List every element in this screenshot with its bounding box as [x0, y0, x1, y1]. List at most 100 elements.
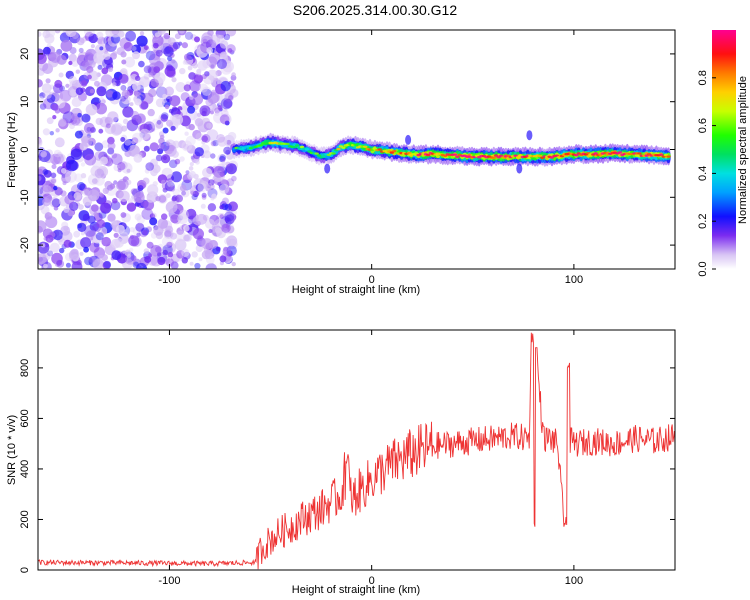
noise-blob	[225, 163, 237, 175]
noise-blob	[197, 71, 201, 76]
ridge-cell	[326, 153, 331, 157]
noise-blob	[93, 211, 98, 217]
noise-blob	[224, 120, 230, 126]
noise-blob	[107, 142, 116, 150]
noise-blob	[219, 255, 227, 263]
noise-blob	[131, 46, 137, 51]
noise-blob	[78, 47, 84, 53]
noise-blob	[229, 88, 239, 98]
noise-blob	[154, 32, 160, 38]
noise-blob	[125, 30, 136, 42]
noise-blob	[159, 134, 165, 140]
ridge-cell	[426, 153, 431, 157]
noise-blob	[181, 42, 188, 49]
spectrogram-x-label: Height of straight line (km)	[292, 284, 420, 296]
noise-blob	[42, 169, 49, 175]
noise-blob	[170, 125, 176, 131]
y-tick-label: 800	[19, 359, 31, 377]
noise-blob	[171, 77, 177, 83]
noise-blob	[181, 190, 187, 196]
noise-blob	[194, 36, 200, 43]
noise-blob	[88, 33, 98, 44]
noise-blob	[90, 44, 95, 49]
ridge-spike	[516, 163, 523, 174]
noise-blob	[145, 162, 154, 171]
noise-blob	[98, 97, 105, 103]
noise-blob	[42, 185, 52, 195]
spectrogram-y-label: Frequency (Hz)	[6, 112, 18, 188]
noise-blob	[222, 247, 232, 256]
noise-blob	[38, 31, 42, 37]
noise-blob	[75, 69, 81, 74]
noise-blob	[187, 105, 196, 114]
noise-blob	[221, 223, 231, 233]
noise-blob	[171, 171, 182, 183]
ridge-cell	[321, 155, 327, 158]
noise-blob	[185, 208, 197, 220]
colorbar-tick-label: 0.0	[697, 261, 709, 276]
noise-blob	[96, 219, 106, 229]
noise-blob	[162, 127, 169, 134]
noise-blob	[227, 48, 233, 53]
noise-blob	[226, 30, 237, 37]
noise-blob	[53, 205, 59, 211]
noise-blob	[40, 150, 47, 158]
noise-blob	[149, 142, 159, 152]
x-tick-label: 100	[565, 274, 583, 286]
x-tick-label: 0	[369, 274, 375, 286]
noise-blob	[139, 31, 145, 36]
noise-blob	[192, 129, 202, 140]
noise-blob	[192, 215, 202, 226]
ridge-cell	[515, 156, 521, 159]
noise-blob	[84, 153, 97, 166]
noise-blob	[49, 131, 54, 136]
noise-blob	[38, 168, 44, 175]
noise-blob	[219, 154, 227, 161]
noise-blob	[117, 162, 126, 171]
noise-blob	[209, 34, 221, 45]
noise-blob	[89, 242, 100, 253]
noise-blob	[83, 122, 95, 134]
noise-blob	[168, 108, 174, 114]
noise-blob	[59, 247, 65, 254]
noise-blob	[188, 215, 197, 224]
noise-blob	[85, 103, 98, 116]
noise-blob	[63, 239, 72, 248]
ridge-cell	[341, 146, 346, 149]
noise-blob	[62, 231, 73, 242]
noise-blob	[137, 185, 144, 191]
ridge-cell	[537, 154, 543, 158]
noise-blob	[199, 105, 211, 117]
noise-blob	[56, 260, 65, 268]
noise-blob	[206, 47, 213, 54]
noise-blob	[120, 51, 127, 58]
noise-blob	[147, 108, 155, 117]
noise-blob	[71, 31, 79, 40]
y-tick-label: -20	[19, 237, 31, 253]
noise-blob	[56, 153, 66, 163]
noise-blob	[96, 31, 104, 39]
noise-blob	[122, 118, 129, 125]
noise-blob	[80, 231, 85, 236]
colorbar-tick-label: 0.2	[697, 214, 709, 229]
noise-blob	[174, 33, 181, 40]
noise-blob	[130, 110, 140, 120]
noise-blob	[208, 240, 218, 249]
y-tick-label: 200	[19, 510, 31, 528]
noise-blob	[141, 227, 150, 236]
noise-region	[38, 30, 239, 269]
noise-blob	[179, 184, 187, 192]
noise-blob	[110, 124, 123, 136]
ridge-cell	[331, 152, 336, 155]
noise-blob	[55, 128, 60, 133]
snr-frame	[37, 329, 676, 571]
noise-blob	[208, 229, 213, 233]
ridge-cell	[491, 156, 496, 159]
noise-blob	[194, 118, 204, 127]
noise-blob	[91, 178, 98, 185]
noise-blob	[221, 109, 229, 117]
noise-blob	[194, 262, 201, 269]
noise-blob	[147, 184, 159, 196]
noise-blob	[151, 164, 161, 174]
noise-blob	[88, 256, 96, 263]
